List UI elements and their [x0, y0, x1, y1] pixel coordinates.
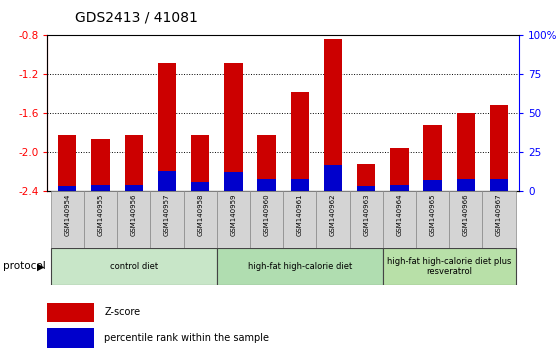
Bar [449, 191, 483, 248]
Bar [224, 63, 243, 191]
Bar [490, 105, 508, 191]
Text: GSM140958: GSM140958 [197, 193, 203, 236]
Bar [51, 248, 217, 285]
Text: protocol: protocol [3, 261, 46, 272]
Bar [124, 185, 143, 191]
Bar [357, 187, 376, 191]
Bar [84, 191, 117, 248]
Text: Z-score: Z-score [104, 308, 141, 318]
Text: GSM140963: GSM140963 [363, 193, 369, 236]
Bar [92, 139, 110, 191]
Bar [416, 191, 449, 248]
Bar [390, 148, 408, 191]
Bar [257, 135, 276, 191]
Bar [124, 135, 143, 191]
Text: GSM140966: GSM140966 [463, 193, 469, 236]
Bar [357, 164, 376, 191]
Text: control diet: control diet [110, 262, 158, 271]
Bar [324, 165, 342, 191]
Text: GSM140967: GSM140967 [496, 193, 502, 236]
Text: GSM140965: GSM140965 [430, 193, 436, 236]
Text: GSM140957: GSM140957 [164, 193, 170, 236]
Bar [117, 191, 150, 248]
Bar [291, 92, 309, 191]
Bar [224, 172, 243, 191]
Bar [191, 182, 209, 191]
Text: percentile rank within the sample: percentile rank within the sample [104, 333, 270, 343]
Text: GSM140955: GSM140955 [98, 193, 104, 236]
Bar [383, 191, 416, 248]
Bar [490, 179, 508, 191]
Bar [47, 329, 94, 348]
Text: GSM140962: GSM140962 [330, 193, 336, 236]
Bar [383, 248, 516, 285]
Bar [283, 191, 316, 248]
Bar [390, 185, 408, 191]
Bar [58, 187, 76, 191]
Text: high-fat high-calorie diet: high-fat high-calorie diet [248, 262, 352, 271]
Bar [257, 179, 276, 191]
Text: GSM140961: GSM140961 [297, 193, 303, 236]
Bar [191, 135, 209, 191]
Bar [424, 180, 442, 191]
Text: high-fat high-calorie diet plus
resveratrol: high-fat high-calorie diet plus resverat… [387, 257, 511, 276]
Text: GSM140960: GSM140960 [263, 193, 270, 236]
Bar [217, 191, 250, 248]
Bar [350, 191, 383, 248]
Bar [456, 179, 475, 191]
Bar [424, 125, 442, 191]
Bar [324, 39, 342, 191]
Bar [316, 191, 350, 248]
Bar [58, 135, 76, 191]
Bar [92, 185, 110, 191]
Bar [158, 63, 176, 191]
Text: ▶: ▶ [37, 261, 45, 272]
Text: GSM140959: GSM140959 [230, 193, 237, 236]
Text: GSM140956: GSM140956 [131, 193, 137, 236]
Bar [47, 303, 94, 322]
Bar [456, 113, 475, 191]
Text: GSM140964: GSM140964 [396, 193, 402, 236]
Bar [483, 191, 516, 248]
Bar [250, 191, 283, 248]
Bar [158, 171, 176, 191]
Bar [217, 248, 383, 285]
Text: GDS2413 / 41081: GDS2413 / 41081 [75, 11, 198, 25]
Text: GSM140954: GSM140954 [64, 193, 70, 236]
Bar [150, 191, 184, 248]
Bar [184, 191, 217, 248]
Bar [291, 179, 309, 191]
Bar [51, 191, 84, 248]
